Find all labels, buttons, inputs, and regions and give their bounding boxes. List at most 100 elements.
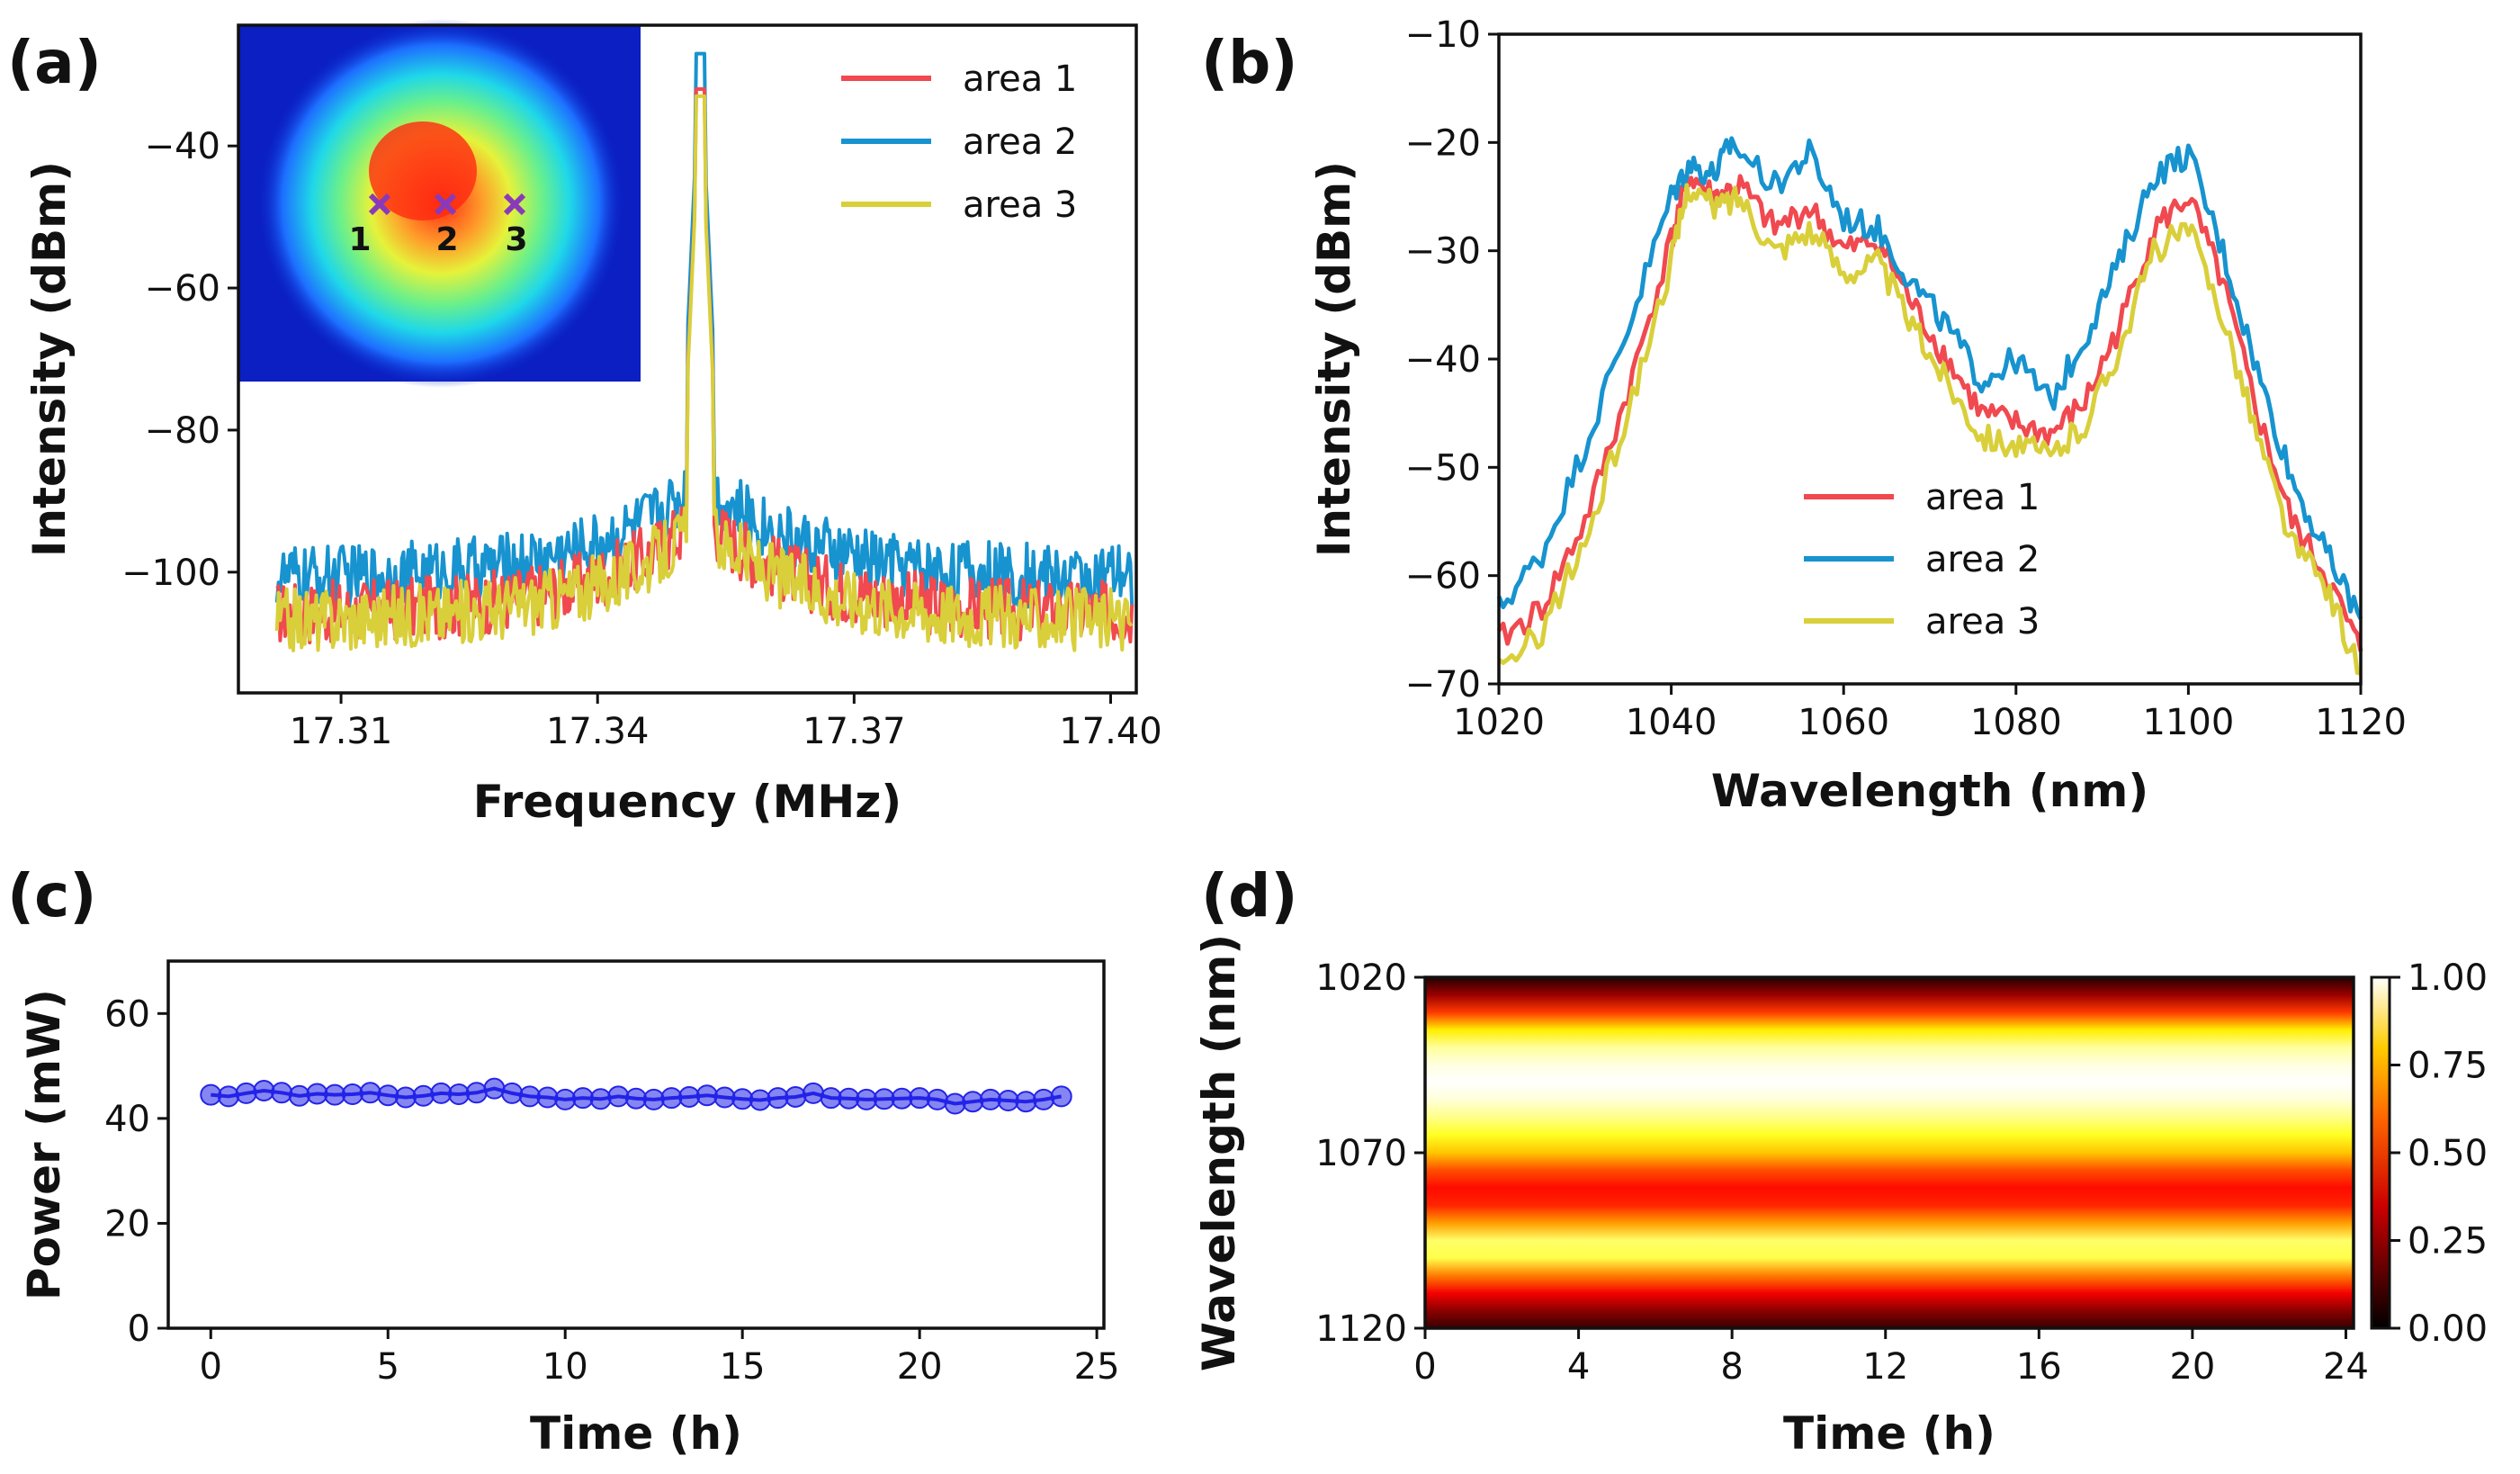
panel-b: 1020 1040 1060 1080 1100 1120 −70 −60 −50 −40 −30…	[1308, 14, 2407, 817]
panel-a-xtick-label: 17.40	[1059, 711, 1162, 752]
panel-label-b: (b)	[1201, 28, 1298, 97]
power-point	[341, 1083, 363, 1106]
panel-d-xtick-label: 20	[2169, 1346, 2215, 1388]
power-point	[678, 1085, 701, 1108]
power-point	[412, 1084, 435, 1107]
panel-c-ylabel: Power (mW)	[18, 989, 70, 1300]
panel-d-ytick-label: 1020	[1315, 957, 1407, 999]
panel-a-inset: 1 2 3	[238, 19, 641, 388]
power-point	[979, 1088, 1001, 1110]
power-point	[430, 1082, 453, 1104]
power-point	[838, 1087, 860, 1110]
power-point	[1015, 1091, 1037, 1113]
power-point	[235, 1082, 257, 1104]
legend-label-3: area 3	[1925, 601, 2040, 643]
power-point	[962, 1091, 984, 1113]
panel-c-x-ticks: 0 5 10 15 20 25	[200, 1328, 1120, 1388]
panel-a-ylabel: Intensity (dBm)	[23, 161, 76, 557]
panel-c-ytick-label: 60	[104, 993, 150, 1035]
power-point	[909, 1087, 931, 1110]
power-point	[448, 1083, 471, 1106]
inset-marker-label-1: 1	[348, 221, 371, 258]
panel-b-ytick-label: −30	[1405, 231, 1481, 273]
panel-d-xtick-label: 12	[1862, 1346, 1908, 1388]
panel-b-x-ticks: 1020 1040 1060 1080 1100 1120	[1453, 684, 2407, 743]
panel-a-ytick-label: −100	[121, 553, 220, 594]
panel-c-ytick-label: 40	[104, 1099, 150, 1140]
power-point	[642, 1088, 665, 1110]
panel-b-ytick-label: −20	[1405, 122, 1481, 164]
panel-a-xtick-label: 17.37	[803, 711, 906, 752]
colorbar-tick-label: 0.50	[2408, 1133, 2488, 1174]
panel-d: 0 4 8 12 16 20 24 1020 1070 1120 Time (h) Wavele…	[1193, 934, 2488, 1460]
power-point	[749, 1089, 771, 1111]
panel-c-y-ticks: 0 20 40 60	[104, 993, 168, 1350]
power-point	[926, 1088, 948, 1110]
legend-label-1: area 1	[1925, 477, 2040, 518]
power-point	[288, 1084, 310, 1107]
panel-b-ylabel: Intensity (dBm)	[1308, 161, 1360, 557]
panel-b-xtick-label: 1060	[1798, 702, 1889, 743]
legend-label-2: area 2	[1925, 539, 2040, 580]
inset-marker-2	[434, 193, 457, 216]
series-area-2	[1496, 136, 2363, 620]
power-point	[944, 1092, 966, 1115]
panel-a-xtick-label: 17.31	[290, 711, 393, 752]
panel-d-xlabel: Time (h)	[1783, 1407, 1995, 1460]
panel-d-xtick-label: 16	[2016, 1346, 2062, 1388]
panel-d-ytick-label: 1120	[1315, 1308, 1407, 1350]
power-point	[997, 1090, 1019, 1112]
power-point	[536, 1086, 559, 1109]
series-area-3	[274, 94, 1134, 652]
panel-d-xtick-label: 0	[1413, 1346, 1436, 1388]
inset-marker-label-2: 2	[435, 221, 458, 258]
power-point	[695, 1084, 718, 1107]
power-point	[891, 1087, 913, 1110]
panel-b-ytick-label: −60	[1405, 556, 1481, 598]
power-point	[359, 1082, 381, 1104]
panel-label-d: (d)	[1201, 861, 1298, 930]
panel-c-xtick-label: 25	[1074, 1346, 1120, 1388]
power-point	[465, 1082, 488, 1104]
legend-label-2: area 2	[963, 121, 1077, 163]
legend-label-1: area 1	[963, 58, 1077, 100]
panel-c-xlabel: Time (h)	[530, 1407, 742, 1460]
colorbar	[2370, 975, 2391, 1330]
inset-hotspot	[369, 121, 477, 220]
power-point	[1033, 1088, 1055, 1110]
panel-a-axes-frame	[237, 23, 1138, 695]
series-area-3	[1497, 183, 2362, 676]
inset-marker-3	[503, 193, 526, 216]
power-point	[713, 1086, 736, 1109]
panel-b-xtick-label: 1120	[2315, 702, 2407, 743]
power-point	[1050, 1085, 1072, 1108]
inset-marker-label-3: 3	[505, 221, 527, 258]
colorbar-ticks: 1.00 0.75 0.50 0.25 0.00	[2390, 957, 2488, 1350]
panel-c-xtick-label: 20	[897, 1346, 943, 1388]
power-point	[253, 1079, 275, 1101]
panel-d-y-ticks: 1020 1070 1120	[1315, 957, 1425, 1350]
heatmap-image	[1425, 977, 2354, 1328]
panel-c-ytick-label: 20	[104, 1203, 150, 1245]
panel-a-ytick-label: −40	[145, 126, 220, 167]
colorbar-tick-label: 0.25	[2408, 1221, 2488, 1263]
power-point	[324, 1083, 346, 1106]
power-point	[306, 1083, 328, 1105]
panel-d-x-ticks: 0 4 8 12 16 20 24	[1413, 1328, 2369, 1388]
power-point	[625, 1087, 647, 1110]
power-point	[394, 1086, 417, 1109]
power-point	[518, 1085, 541, 1108]
panel-b-ytick-label: −70	[1405, 664, 1481, 706]
colorbar-tick-label: 0.75	[2408, 1046, 2488, 1087]
panel-a-ytick-label: −60	[145, 268, 220, 310]
panel-label-c: (c)	[7, 861, 96, 930]
panel-b-y-ticks: −70 −60 −50 −40 −30 −20 −10	[1405, 14, 1499, 706]
panel-d-xtick-label: 24	[2323, 1346, 2369, 1388]
inset-marker-1	[368, 193, 391, 216]
power-point	[607, 1085, 630, 1108]
power-point	[731, 1088, 754, 1110]
panel-a-y-ticks: −100 −80 −60 −40	[121, 126, 238, 594]
panel-b-xtick-label: 1020	[1453, 702, 1545, 743]
power-point	[873, 1088, 895, 1110]
panel-c-points	[200, 1077, 1072, 1115]
